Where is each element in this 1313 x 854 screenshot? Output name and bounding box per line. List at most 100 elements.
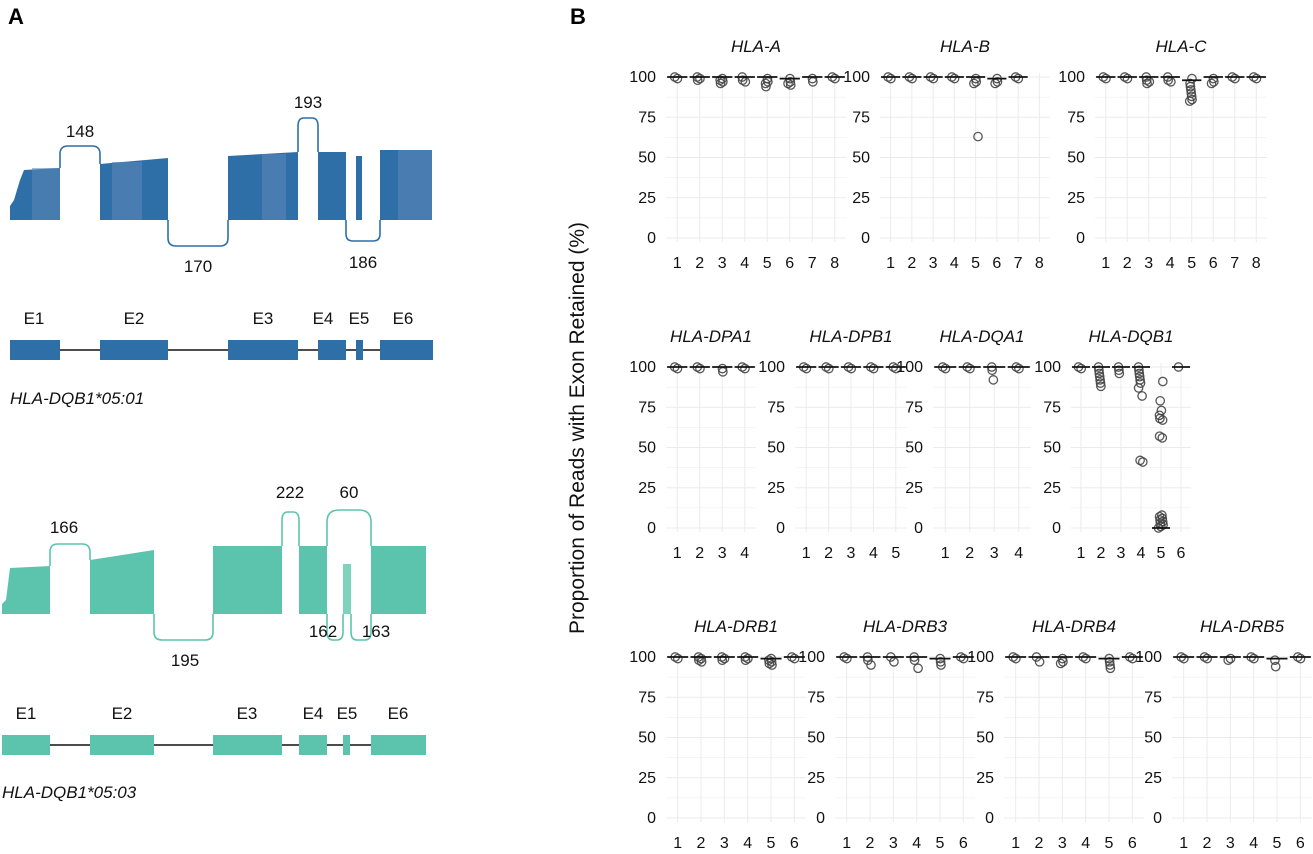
junction-label: 148 <box>66 122 94 141</box>
data-point <box>1184 96 1195 107</box>
junction-arc <box>59 145 101 168</box>
y-tick-label: 0 <box>861 230 870 247</box>
junction-label: 162 <box>309 622 337 641</box>
facet-title: HLA-DRB1 <box>694 617 778 636</box>
coverage-exon-4 <box>299 546 327 614</box>
x-tick-label: 2 <box>1097 545 1106 562</box>
junction-arc <box>326 614 344 641</box>
facet-hla-dqb1: HLA-DQB1 100 75 50 25 01 2 3 4 5 6 <box>1034 327 1191 562</box>
data-point <box>1014 363 1024 374</box>
x-tick-label: 3 <box>1144 255 1153 272</box>
x-tick-label: 8 <box>1252 255 1261 272</box>
y-tick-label: 100 <box>1034 359 1061 376</box>
x-tick-label: 2 <box>697 835 706 852</box>
data-point <box>1157 376 1168 387</box>
y-tick-label: 0 <box>985 810 994 827</box>
facet-hla-drb4: HLA-DRB4 100 75 50 25 01 2 3 4 5 6 <box>967 617 1144 852</box>
data-point <box>1154 431 1165 442</box>
y-tick-label: 75 <box>905 399 923 416</box>
exon-label: E4 <box>313 309 334 328</box>
y-tick-label: 75 <box>1043 399 1061 416</box>
x-tick-label: 1 <box>673 835 682 852</box>
x-tick-label: 4 <box>743 835 752 852</box>
facet-hla-drb3: HLA-DRB3 100 75 50 25 01 2 3 4 5 6 <box>798 617 975 852</box>
data-point <box>1186 91 1197 102</box>
data-point <box>1105 663 1116 674</box>
data-point <box>692 75 703 86</box>
x-tick-label: 5 <box>1187 255 1196 272</box>
data-point <box>891 363 901 374</box>
data-point <box>715 78 726 89</box>
data-point <box>1135 455 1145 466</box>
panel-a: A 148 170 193 186 <box>2 4 433 802</box>
y-tick-label: 75 <box>852 109 870 126</box>
y-tick-label: 25 <box>807 770 825 787</box>
y-tick-label: 25 <box>638 190 656 207</box>
exon-label: E2 <box>112 704 133 723</box>
data-point <box>1095 375 1105 385</box>
x-tick-label: 6 <box>1209 255 1218 272</box>
data-point <box>1270 655 1280 666</box>
data-point <box>1179 653 1189 664</box>
x-tick-label: 4 <box>740 255 749 272</box>
data-point <box>694 655 704 666</box>
exon-box-e5 <box>356 340 363 360</box>
y-tick-label: 75 <box>807 689 825 706</box>
y-tick-label: 75 <box>1067 109 1085 126</box>
coverage-shade <box>32 168 60 220</box>
junction-arcs-allele-1 <box>59 117 381 247</box>
y-tick-label: 100 <box>843 69 870 86</box>
coverage-track-allele-2 <box>2 546 426 614</box>
y-tick-label: 75 <box>638 689 656 706</box>
data-point <box>717 73 728 84</box>
data-point <box>868 363 879 374</box>
y-tick-label: 50 <box>638 150 656 167</box>
data-point <box>1249 653 1259 664</box>
data-point <box>1208 73 1219 84</box>
y-tick-label: 0 <box>1052 520 1061 537</box>
junction-label: 222 <box>276 483 304 502</box>
data-point <box>789 653 800 664</box>
data-point <box>740 655 751 666</box>
data-point <box>1094 365 1104 376</box>
y-tick-label: 0 <box>647 230 656 247</box>
x-tick-label: 2 <box>907 255 916 272</box>
data-point <box>1094 368 1105 379</box>
x-tick-label: 5 <box>1157 545 1166 562</box>
junction-arcs-allele-2 <box>49 509 372 641</box>
x-tick-label: 3 <box>889 835 898 852</box>
x-tick-label: 2 <box>695 255 704 272</box>
junction-label: 163 <box>362 622 390 641</box>
y-tick-label: 25 <box>976 770 994 787</box>
data-point <box>1270 661 1281 672</box>
y-tick-label: 25 <box>767 480 785 497</box>
exon-label: E6 <box>388 704 409 723</box>
data-point <box>1185 78 1195 89</box>
data-point <box>940 363 951 374</box>
data-point <box>672 363 683 374</box>
x-tick-label: 5 <box>936 835 945 852</box>
x-tick-label: 6 <box>992 255 1001 272</box>
data-point <box>719 653 730 664</box>
x-tick-label: 7 <box>1230 255 1239 272</box>
data-point <box>936 660 946 670</box>
data-point <box>1141 75 1152 86</box>
exon-box-e4 <box>299 735 327 755</box>
coverage-exon-1 <box>2 566 50 614</box>
data-point <box>1142 78 1152 89</box>
y-tick-label: 0 <box>1076 230 1085 247</box>
coverage-shade <box>262 154 286 220</box>
data-point <box>992 76 1003 87</box>
data-point <box>1114 368 1125 379</box>
data-point <box>1185 81 1196 92</box>
x-tick-label: 4 <box>1249 835 1258 852</box>
x-tick-label: 5 <box>1105 835 1114 852</box>
x-tick-label: 2 <box>1123 255 1132 272</box>
x-tick-label: 4 <box>912 835 921 852</box>
data-point <box>1081 653 1091 664</box>
x-tick-label: 3 <box>720 835 729 852</box>
exon-label: E5 <box>349 309 370 328</box>
data-point <box>695 363 705 374</box>
exon-box-e3 <box>213 735 282 755</box>
